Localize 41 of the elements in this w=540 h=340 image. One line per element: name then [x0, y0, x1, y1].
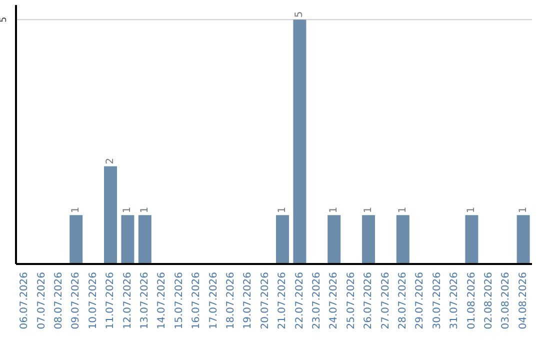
x-tick-label: 03.08.2026	[500, 272, 512, 330]
data-label: 1	[277, 206, 288, 214]
x-tick-label: 28.07.2026	[398, 272, 408, 330]
x-tick-label: 07.07.2026	[36, 272, 48, 330]
x-tick-label: 01.08.2026	[466, 272, 478, 330]
x-tick-label: 02.08.2026	[484, 272, 494, 330]
data-label: 1	[139, 206, 150, 214]
x-tick-label: 17.07.2026	[208, 272, 220, 330]
x-tick-label: 25.07.2026	[346, 272, 357, 330]
x-tick-label: 18.07.2026	[226, 272, 236, 330]
x-tick-label: 24.07.2026	[328, 272, 340, 330]
data-label: 1	[518, 206, 529, 214]
x-tick-label: 04.08.2026	[518, 272, 529, 330]
x-tick-label: 26.07.2026	[363, 272, 374, 330]
x-tick-label: 19.07.2026	[242, 272, 254, 330]
x-tick-label: 06.07.2026	[19, 272, 30, 330]
x-tick-label: 10.07.2026	[88, 272, 99, 330]
x-tick-label: 14.07.2026	[156, 272, 168, 330]
x-tick-label: 11.07.2026	[105, 272, 116, 330]
x-tick-label: 29.07.2026	[414, 272, 426, 330]
data-label: 1	[397, 206, 408, 214]
x-tick-label: 20.07.2026	[260, 272, 271, 330]
data-label: 1	[70, 206, 82, 214]
x-tick-label: 16.07.2026	[191, 272, 202, 330]
x-tick-label: 09.07.2026	[70, 272, 82, 330]
data-label: 1	[363, 206, 374, 214]
x-tick-label: 15.07.2026	[174, 272, 185, 330]
data-label: 1	[122, 206, 134, 214]
x-tick-label: 27.07.2026	[380, 272, 392, 330]
data-label: 1	[466, 206, 478, 214]
x-tick-label: 13.07.2026	[140, 272, 150, 330]
x-tick-label: 23.07.2026	[312, 272, 322, 330]
x-tick-label: 30.07.2026	[432, 272, 443, 330]
data-label: 1	[328, 206, 340, 214]
x-tick-label: 22.07.2026	[294, 272, 306, 330]
x-tick-label: 08.07.2026	[54, 272, 64, 330]
data-label: 2	[105, 158, 116, 164]
x-tick-label: 21.07.2026	[277, 272, 288, 330]
data-label: 5	[294, 11, 306, 18]
x-tick-label: 31.07.2026	[449, 272, 460, 330]
x-tick-label: 12.07.2026	[122, 272, 134, 330]
